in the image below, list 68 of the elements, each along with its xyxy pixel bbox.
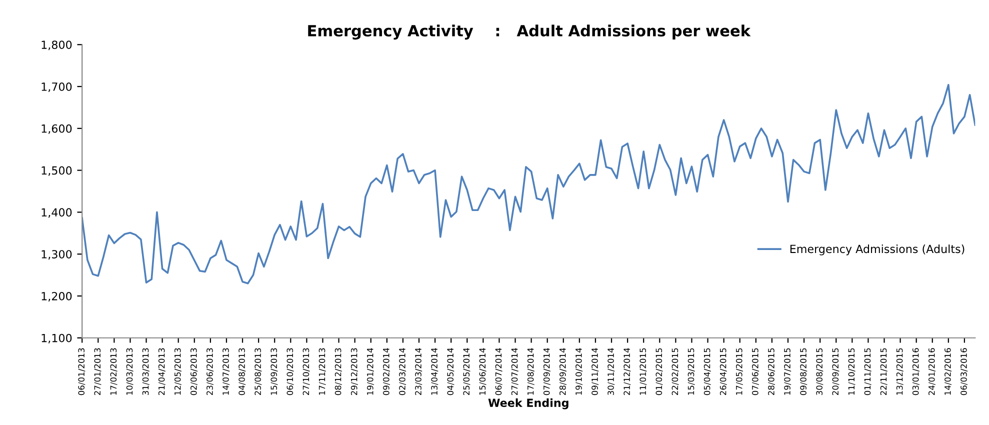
x-tick-label: 03/01/2016	[912, 348, 920, 396]
x-tick-label: 11/10/2015	[848, 348, 856, 395]
x-tick-label: 07/06/2015	[752, 348, 759, 396]
y-tick-label: 1,100	[42, 334, 72, 344]
x-tick-label: 21/04/2013	[158, 348, 166, 396]
x-tick-label: 15/06/2014	[479, 348, 486, 395]
x-tick-label: 19/01/2014	[366, 348, 374, 395]
x-tick-label: 17/11/2013	[318, 348, 326, 395]
x-tick-label: 07/09/2014	[543, 348, 550, 396]
x-tick-label: 06/07/2014	[495, 348, 502, 396]
legend-label: Emergency Admissions (Adults)	[790, 244, 964, 256]
x-tick-label: 11/01/2015	[640, 348, 647, 395]
x-tick-label: 30/11/2014	[608, 348, 615, 395]
x-tick-label: 06/01/2013	[78, 348, 86, 396]
x-tick-label: 01/11/2015	[864, 348, 872, 396]
x-tick-label: 06/10/2013	[286, 348, 294, 396]
x-tick-label: 12/05/2013	[174, 348, 182, 395]
x-tick-label: 06/03/2016	[960, 348, 968, 396]
x-tick-label: 14/02/2016	[944, 348, 952, 395]
x-tick-label: 19/10/2014	[576, 348, 582, 395]
x-tick-label: 27/01/2013	[94, 348, 102, 396]
x-tick-label: 15/03/2015	[688, 348, 695, 395]
x-tick-label: 09/02/2014	[383, 348, 390, 396]
x-tick-label: 27/07/2014	[511, 348, 518, 396]
y-tick-label: 1,400	[42, 208, 72, 218]
x-tick-label: 22/11/2015	[880, 348, 888, 396]
chart-title: Emergency Activity : Adult Admissions per week	[308, 24, 751, 40]
x-tick-label: 20/09/2015	[832, 348, 840, 396]
x-tick-label: 04/08/2013	[238, 348, 246, 396]
x-tick-label: 05/04/2015	[704, 348, 711, 396]
x-tick-label: 21/12/2014	[624, 348, 631, 396]
line-series	[82, 84, 976, 284]
x-tick-label: 02/06/2013	[190, 348, 198, 396]
y-tick-label: 1,800	[42, 40, 72, 50]
x-tick-label: 23/06/2013	[206, 348, 214, 396]
y-tick-label: 1,700	[42, 82, 72, 92]
x-tick-label: 09/11/2014	[592, 348, 599, 396]
x-tick-label: 28/09/2014	[559, 348, 566, 396]
x-tick-label: 19/07/2015	[784, 348, 792, 395]
x-tick-label: 15/09/2013	[270, 348, 278, 395]
x-tick-label: 17/02/2013	[110, 348, 118, 395]
x-tick-label: 24/01/2016	[928, 348, 936, 396]
x-tick-label: 02/03/2014	[399, 348, 406, 396]
x-tick-label: 17/08/2014	[527, 348, 534, 395]
x-tick-label: 13/04/2014	[431, 348, 438, 395]
x-tick-label: 28/06/2015	[768, 348, 776, 396]
x-tick-label: 30/08/2015	[816, 348, 824, 395]
x-tick-label: 04/05/2014	[447, 348, 454, 396]
x-tick-label: 31/03/2013	[142, 348, 150, 395]
y-tick-label: 1,500	[42, 166, 72, 176]
x-tick-label: 01/02/2015	[656, 348, 663, 396]
y-tick-label: 1,600	[42, 124, 72, 134]
x-tick-label: 22/02/2015	[672, 348, 679, 396]
x-tick-label: 09/08/2015	[800, 348, 808, 396]
x-tick-label: 23/03/2014	[415, 348, 422, 396]
x-tick-label: 17/05/2015	[736, 348, 743, 395]
x-tick-label: 25/05/2014	[463, 348, 470, 396]
x-tick-label: 14/07/2013	[222, 348, 230, 395]
y-tick-label: 1,300	[42, 250, 72, 260]
x-tick-label: 26/04/2015	[720, 348, 727, 396]
x-axis-title: Week Ending	[488, 398, 568, 410]
x-tick-label: 29/12/2013	[350, 348, 358, 396]
x-tick-label: 13/12/2015	[896, 348, 904, 395]
x-tick-label: 08/12/2013	[334, 348, 342, 396]
x-tick-label: 25/08/2013	[254, 348, 262, 396]
x-tick-label: 10/03/2013	[126, 348, 134, 395]
x-tick-label: 27/10/2013	[302, 348, 310, 396]
y-tick-label: 1,200	[42, 292, 72, 302]
